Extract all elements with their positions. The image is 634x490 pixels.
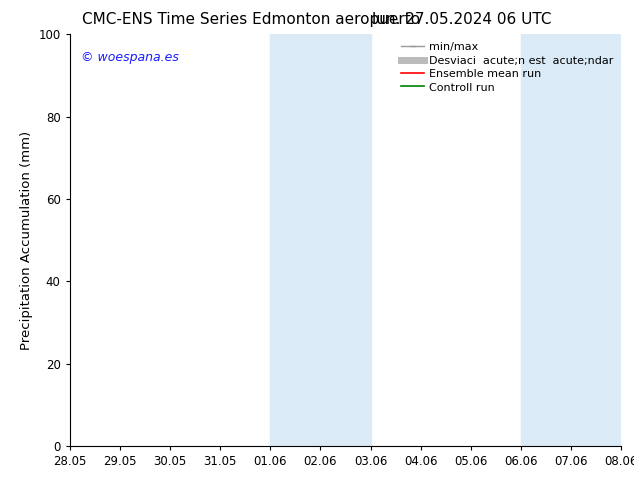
Y-axis label: Precipitation Accumulation (mm): Precipitation Accumulation (mm) <box>20 130 33 350</box>
Text: CMC-ENS Time Series Edmonton aeropuerto: CMC-ENS Time Series Edmonton aeropuerto <box>82 12 420 27</box>
Legend: min/max, Desviaci  acute;n est  acute;ndar, Ensemble mean run, Controll run: min/max, Desviaci acute;n est acute;ndar… <box>397 38 618 97</box>
Bar <box>270 34 371 446</box>
Text: lun. 27.05.2024 06 UTC: lun. 27.05.2024 06 UTC <box>372 12 552 27</box>
Text: © woespana.es: © woespana.es <box>81 51 179 64</box>
Bar <box>521 34 621 446</box>
